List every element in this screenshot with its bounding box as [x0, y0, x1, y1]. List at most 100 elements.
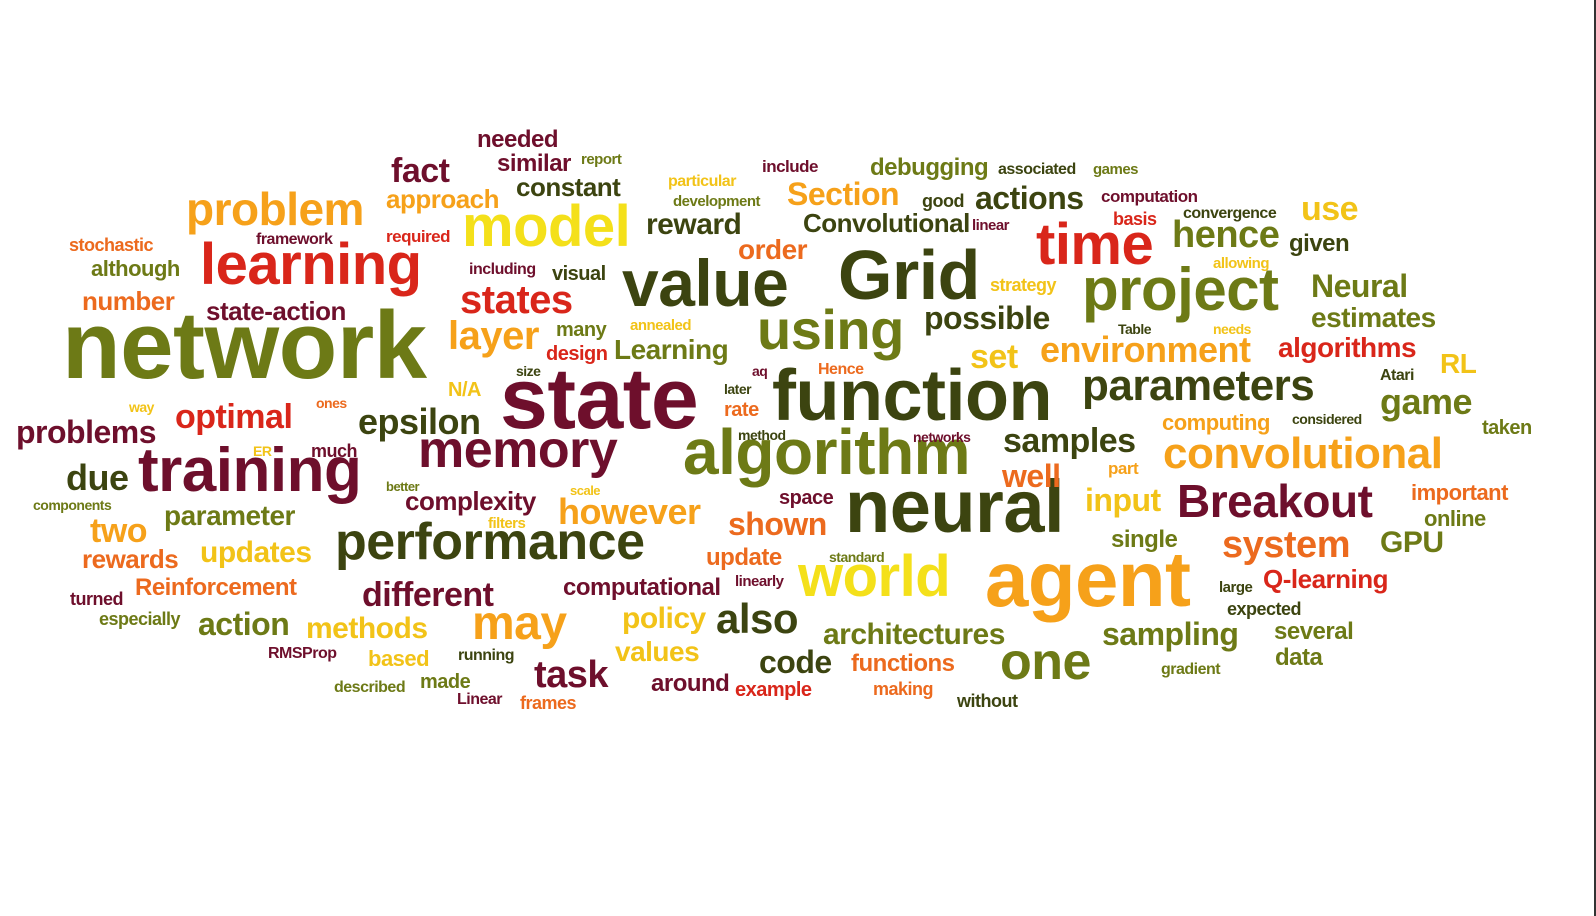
word-constant: constant: [516, 172, 621, 202]
word-aq: aq: [752, 363, 768, 379]
word-hence: hence: [1172, 214, 1280, 256]
word-environment: environment: [1040, 329, 1251, 370]
word-set: set: [970, 338, 1018, 376]
word-needed: needed: [477, 126, 559, 153]
word-state: state: [500, 351, 699, 447]
word-however: however: [558, 491, 701, 532]
word-breakout: Breakout: [1177, 475, 1373, 527]
word-complexity: complexity: [405, 486, 536, 516]
word-better: better: [386, 479, 420, 494]
word-samples: samples: [1003, 422, 1136, 460]
word-methods: methods: [306, 612, 428, 645]
word-computing: computing: [1162, 410, 1270, 435]
word-section: Section: [787, 176, 900, 212]
word-different: different: [362, 576, 494, 614]
word-well: well: [1002, 458, 1061, 494]
word-scale: scale: [570, 483, 601, 498]
word-frames: frames: [520, 693, 577, 713]
word-input: input: [1085, 482, 1161, 518]
word-model: model: [462, 194, 631, 259]
word-one: one: [1000, 633, 1091, 691]
word-shown: shown: [728, 506, 827, 542]
word-architectures: architectures: [823, 618, 1005, 651]
word-algorithm: algorithm: [683, 416, 971, 488]
word-problems: problems: [16, 414, 157, 450]
word-include: include: [762, 157, 819, 176]
word-required: required: [386, 227, 451, 246]
word-gradient: gradient: [1161, 661, 1221, 678]
word-performance: performance: [335, 513, 645, 571]
word-report: report: [581, 151, 622, 168]
word-use: use: [1301, 190, 1359, 228]
word-linear: Linear: [457, 691, 503, 708]
word-task: task: [534, 654, 609, 696]
word-may: may: [472, 597, 567, 650]
word-allowing: allowing: [1213, 255, 1270, 272]
word-due: due: [66, 457, 129, 498]
word-order: order: [738, 234, 808, 265]
word-algorithms: algorithms: [1278, 332, 1417, 363]
word-associated: associated: [998, 161, 1076, 178]
word-system: system: [1222, 524, 1350, 566]
word-space: space: [779, 487, 834, 509]
word-action: action: [198, 606, 290, 642]
word-making: making: [873, 679, 934, 699]
word-gpu: GPU: [1380, 526, 1444, 559]
word-state-action: state-action: [206, 296, 346, 326]
word-updates: updates: [200, 536, 312, 569]
word-estimates: estimates: [1311, 302, 1436, 333]
word-framework: framework: [256, 231, 333, 248]
word-learning: Learning: [614, 334, 729, 365]
word-game: game: [1380, 381, 1473, 422]
word-hence: Hence: [818, 361, 864, 378]
word-debugging: debugging: [870, 154, 989, 181]
word-turned: turned: [70, 589, 124, 609]
word-particular: particular: [668, 173, 736, 190]
word-possible: possible: [924, 300, 1050, 336]
word-functions: functions: [851, 650, 955, 677]
word-linearly: linearly: [735, 573, 784, 590]
word-visual: visual: [552, 263, 606, 285]
word-although: although: [91, 256, 180, 281]
word-single: single: [1111, 526, 1178, 553]
word-parameters: parameters: [1082, 361, 1315, 410]
word-states: states: [460, 278, 573, 322]
word-good: good: [922, 191, 964, 211]
word-network: network: [62, 292, 427, 399]
word-optimal: optimal: [175, 398, 293, 436]
word-basis: basis: [1113, 209, 1157, 229]
word-especially: especially: [99, 609, 181, 629]
word-online: online: [1424, 506, 1486, 531]
word-rate: rate: [724, 399, 759, 421]
word-fact: fact: [391, 152, 450, 190]
word-er: ER: [253, 443, 272, 459]
word-development: development: [673, 193, 761, 210]
word-reinforcement: Reinforcement: [135, 574, 297, 601]
word-running: running: [458, 647, 515, 664]
word-standard: standard: [829, 549, 885, 565]
word-rl: RL: [1440, 348, 1477, 379]
word-filters: filters: [488, 515, 526, 532]
word-memory: memory: [418, 421, 618, 479]
word-made: made: [420, 671, 471, 693]
word-neural: Neural: [1311, 268, 1408, 304]
word-problem: problem: [186, 183, 364, 235]
word-value: value: [622, 246, 789, 320]
word-strategy: strategy: [990, 275, 1057, 295]
word-games: games: [1093, 161, 1139, 178]
word-convergence: convergence: [1183, 205, 1277, 222]
word-part: part: [1108, 459, 1139, 478]
word-important: important: [1411, 480, 1508, 505]
word-annealed: annealed: [630, 317, 692, 334]
word-world: world: [798, 544, 951, 609]
word-similar: similar: [497, 150, 571, 177]
word-parameter: parameter: [164, 500, 295, 531]
word-much: much: [311, 441, 358, 461]
word-way: way: [129, 399, 154, 415]
word-layer: layer: [448, 314, 539, 358]
word-components: components: [33, 497, 112, 513]
word-example: example: [735, 679, 812, 701]
word-function: function: [772, 356, 1052, 436]
word-described: described: [334, 679, 406, 696]
